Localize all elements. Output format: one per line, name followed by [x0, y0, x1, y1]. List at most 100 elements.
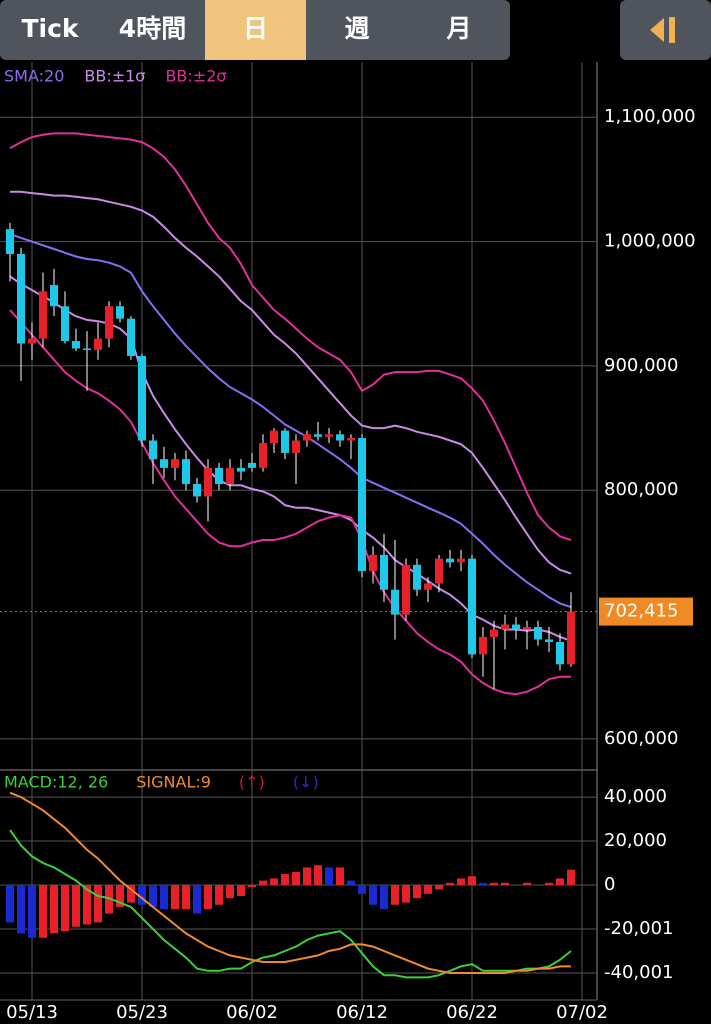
- candle-body: [270, 430, 278, 444]
- histogram-bar: [424, 885, 432, 894]
- histogram-bar: [490, 882, 498, 886]
- candle-body: [468, 558, 476, 655]
- band-upper: [9, 132, 572, 541]
- candle-body: [94, 338, 102, 350]
- candle-body: [380, 554, 388, 590]
- x-tick-label: 05/13: [6, 1002, 58, 1023]
- candle-body: [127, 318, 135, 356]
- candle-body: [259, 443, 267, 468]
- candle-body: [292, 440, 300, 453]
- histogram-bar: [28, 885, 36, 938]
- candle-body: [402, 564, 410, 615]
- macd-line: [9, 829, 572, 979]
- back-icon: [650, 18, 664, 42]
- tab[interactable]: 週: [344, 14, 369, 43]
- histogram-bar: [303, 867, 311, 886]
- histogram-bar: [61, 885, 69, 932]
- histogram-bar: [325, 867, 333, 886]
- legend-entry: BB:±1σ: [84, 67, 145, 86]
- candle-body: [424, 583, 432, 590]
- histogram-bar: [556, 878, 564, 886]
- candle-body: [523, 627, 531, 630]
- candle-body: [490, 629, 498, 637]
- x-tick-label: 05/23: [116, 1002, 168, 1023]
- last-price-box: [599, 597, 693, 626]
- histogram-bar: [457, 878, 465, 886]
- candle-body: [149, 440, 157, 460]
- histogram-bar: [391, 885, 399, 905]
- tab[interactable]: 日: [243, 14, 268, 43]
- candle-body: [479, 636, 487, 655]
- histogram-bar: [72, 885, 80, 927]
- legend-marker: (↑): [239, 773, 265, 792]
- candle-body: [28, 338, 36, 344]
- histogram-bar: [468, 876, 476, 886]
- y-tick-label: 20,000: [604, 830, 667, 851]
- tab[interactable]: 月: [445, 14, 471, 43]
- histogram-bar: [226, 885, 234, 899]
- last-price-label: 702,415: [604, 601, 678, 622]
- histogram-bar: [237, 885, 245, 897]
- y-tick-label: 1,000,000: [604, 231, 696, 252]
- histogram-bar: [149, 885, 157, 907]
- histogram-bar: [523, 882, 531, 886]
- y-tick-label: 0: [604, 874, 615, 895]
- tab[interactable]: Tick: [21, 14, 79, 43]
- histogram-bar: [402, 885, 410, 903]
- histogram-bar: [6, 885, 14, 923]
- legend-entry: SIGNAL:9: [136, 773, 211, 792]
- histogram-bar: [138, 885, 146, 905]
- histogram-bar: [105, 885, 113, 914]
- histogram-bar: [369, 885, 377, 905]
- back-button[interactable]: [620, 0, 711, 60]
- macd-line: [9, 791, 571, 974]
- band-lower: [9, 309, 571, 696]
- candle-body: [435, 558, 443, 584]
- y-tick-label: 600,000: [604, 728, 678, 749]
- tab[interactable]: 4時間: [119, 14, 186, 43]
- candle-body: [105, 306, 113, 339]
- candle-body: [72, 341, 80, 349]
- histogram-bar: [182, 885, 190, 910]
- candle-body: [248, 462, 256, 468]
- legend-entry: MACD:12, 26: [4, 773, 108, 792]
- candle-body: [61, 306, 69, 342]
- candle-body: [303, 434, 311, 441]
- histogram-bar: [259, 880, 267, 886]
- histogram-bar: [94, 885, 102, 923]
- histogram-bar: [336, 867, 344, 886]
- histogram-bar: [204, 885, 212, 910]
- histogram-bar: [83, 885, 91, 925]
- candle-body: [215, 467, 223, 485]
- y-tick-label: 1,100,000: [604, 106, 696, 127]
- histogram-bar: [545, 882, 553, 886]
- tab-selected: [205, 0, 306, 60]
- histogram-bar: [116, 885, 124, 907]
- candle-body: [182, 459, 190, 485]
- x-tick-label: 07/02: [556, 1002, 608, 1023]
- x-tick-label: 06/02: [226, 1002, 278, 1023]
- candle-body: [160, 459, 168, 468]
- candle-body: [314, 434, 322, 437]
- back-icon-bar: [669, 17, 675, 43]
- candle-body: [501, 624, 509, 630]
- candle-body: [347, 438, 355, 441]
- legend-marker: (↓): [293, 773, 319, 792]
- candle-body: [193, 484, 201, 497]
- candle-body: [358, 438, 366, 572]
- candle-body: [545, 639, 553, 642]
- y-tick-label: 900,000: [604, 355, 678, 376]
- indicator-line: [9, 233, 572, 609]
- candle-body: [556, 641, 564, 665]
- candle-body: [6, 229, 14, 255]
- histogram-bar: [270, 878, 278, 886]
- histogram-bar: [248, 885, 256, 888]
- candle-body: [413, 564, 421, 590]
- histogram-bar: [281, 874, 289, 886]
- histogram-bar: [171, 885, 179, 910]
- histogram-bar: [160, 885, 168, 910]
- candle-body: [281, 430, 289, 453]
- legend-entry: SMA:20: [4, 67, 64, 86]
- band-lower: [9, 275, 572, 642]
